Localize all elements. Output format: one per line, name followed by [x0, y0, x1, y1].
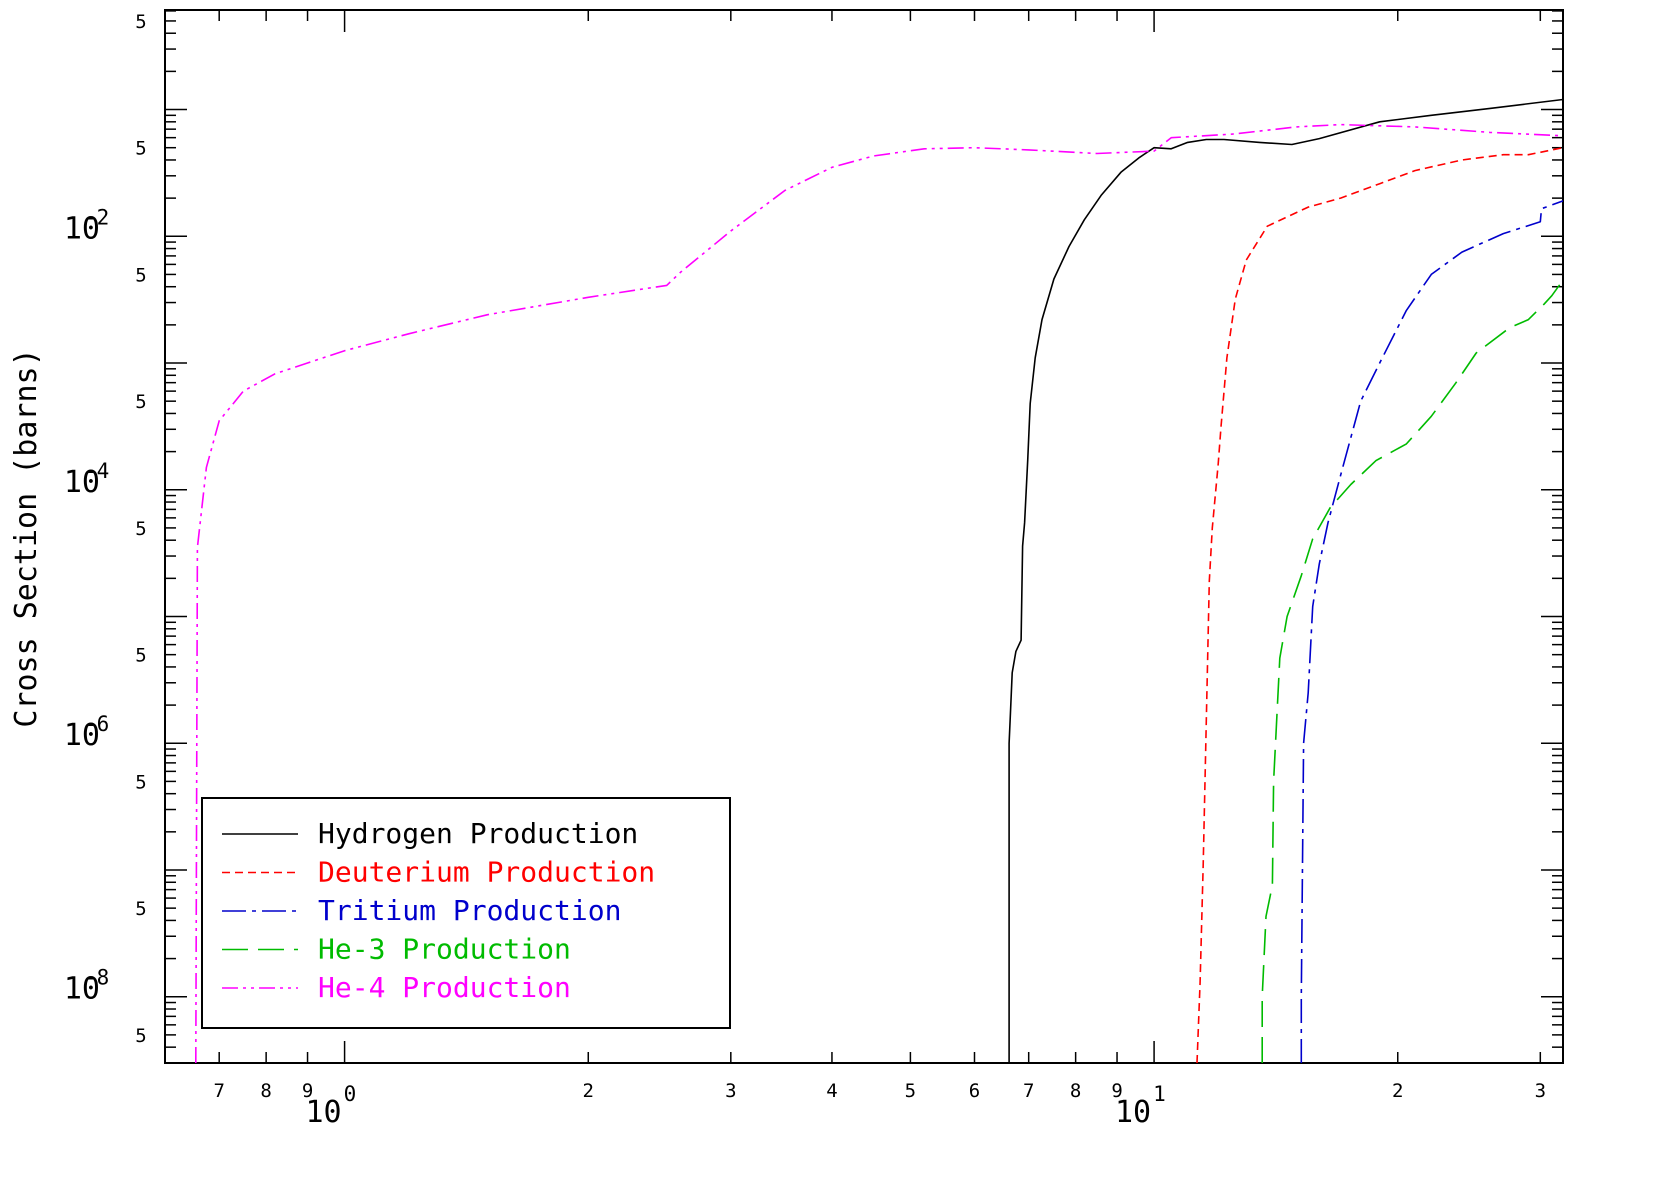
x-tick-label: 8	[260, 1080, 271, 1102]
x-decade-exponent: 0	[344, 1082, 357, 1106]
x-tick-label: 2	[1392, 1080, 1403, 1102]
y-tick-label: 5	[135, 645, 146, 667]
y-decade-exponent: -2	[84, 205, 109, 229]
y-tick-label: 5	[135, 1025, 146, 1047]
y-tick-label: 5	[135, 518, 146, 540]
x-decade-exponent: 1	[1153, 1082, 1166, 1106]
series-line-2	[1196, 146, 1563, 1063]
legend-label-2: Deuterium Production	[318, 856, 655, 889]
y-decade-label: 10	[64, 465, 100, 500]
x-tick-label: 9	[1111, 1080, 1122, 1102]
series-line-4	[1261, 279, 1563, 1063]
y-axis-label: Cross Section (barns)	[9, 348, 44, 727]
x-tick-label: 6	[969, 1080, 980, 1102]
x-tick-label: 9	[302, 1080, 313, 1102]
axis-tick-labels: 7 8 9 2 3 4 5 6 7 8 9 2 310010155555555510-210-410-6…	[64, 11, 1546, 1130]
y-tick-label: 5	[135, 391, 146, 413]
y-decade-exponent: -8	[84, 966, 109, 990]
plot-frame	[164, 9, 1564, 1064]
series-line-5	[195, 123, 1563, 1063]
y-tick-label: 5	[135, 771, 146, 793]
x-tick-label: 7	[213, 1080, 224, 1102]
data-lines	[195, 98, 1563, 1063]
x-decade-label: 10	[1115, 1095, 1151, 1130]
y-tick-label: 5	[135, 898, 146, 920]
x-decade-label: 10	[305, 1095, 341, 1130]
series-line-3	[1300, 200, 1563, 1063]
series-line-1	[1008, 98, 1563, 1063]
y-tick-label: 5	[135, 11, 146, 33]
legend-label-3: Tritium Production	[318, 894, 621, 927]
legend-box	[201, 797, 731, 1029]
y-decade-label: 10	[64, 718, 100, 753]
x-tick-label: 2	[583, 1080, 594, 1102]
x-tick-label: 5	[905, 1080, 916, 1102]
legend-label-4: He-3 Production	[318, 933, 571, 966]
y-decade-exponent: -4	[84, 459, 109, 483]
y-tick-label: 5	[135, 264, 146, 286]
x-tick-label: 7	[1023, 1080, 1034, 1102]
axis-ticks	[164, 10, 1563, 1064]
y-decade-exponent: -6	[84, 712, 109, 736]
y-decade-label: 10	[64, 211, 100, 246]
x-tick-label: 8	[1070, 1080, 1081, 1102]
y-decade-label: 10	[64, 972, 100, 1007]
x-tick-label: 4	[826, 1080, 837, 1102]
x-tick-label: 3	[725, 1080, 736, 1102]
legend-label-1: Hydrogen Production	[318, 817, 638, 850]
legend: Hydrogen Production Deuterium Production T…	[201, 797, 731, 1029]
x-tick-label: 3	[1535, 1080, 1546, 1102]
legend-label-5: He-4 Production	[318, 971, 571, 1004]
y-tick-label: 5	[135, 138, 146, 160]
